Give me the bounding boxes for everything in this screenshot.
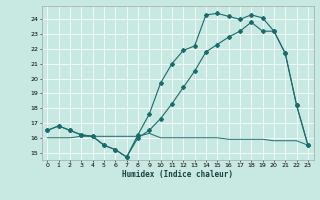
X-axis label: Humidex (Indice chaleur): Humidex (Indice chaleur) xyxy=(122,170,233,179)
